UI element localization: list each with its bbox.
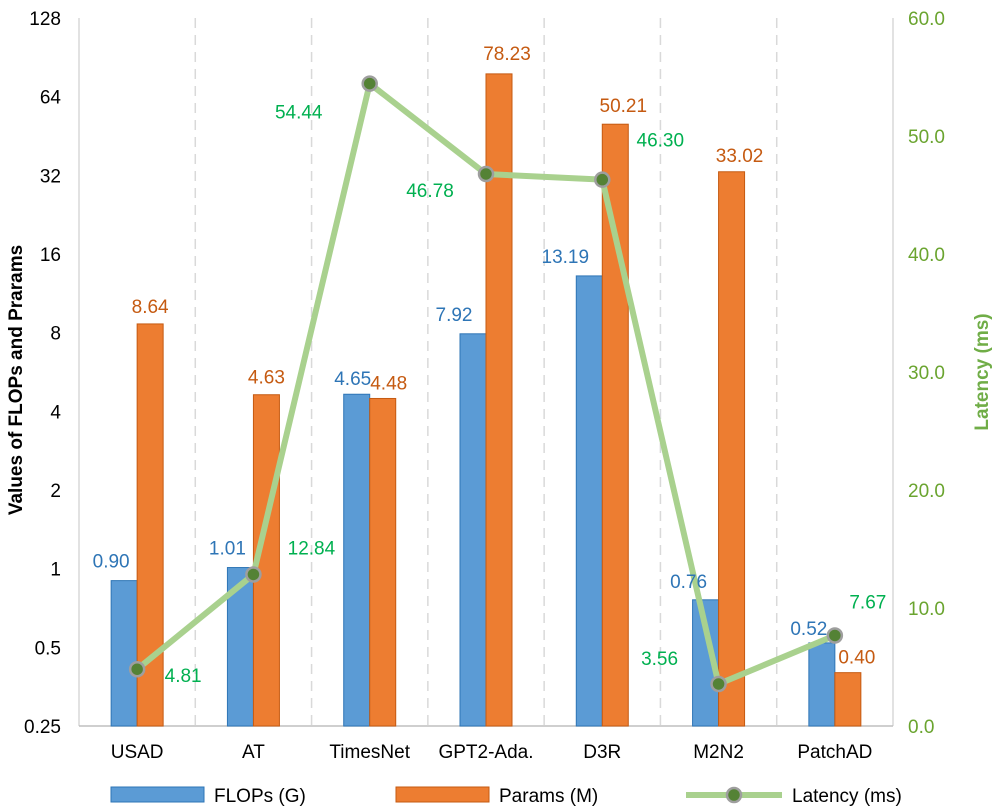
- bar-params: [485, 73, 513, 727]
- bar-flops: [808, 642, 836, 727]
- x-tick-label: USAD: [111, 742, 164, 763]
- data-label-params: 4.63: [248, 368, 285, 389]
- y-right-tick-label: 20.0: [908, 481, 945, 502]
- bar-flops: [343, 393, 371, 727]
- latency-marker: [594, 171, 611, 188]
- y-right-tick-label: 0.0: [908, 717, 934, 738]
- data-label-params: 8.64: [132, 297, 169, 318]
- legend-marker-latency: [725, 786, 743, 804]
- data-label-params: 33.02: [716, 146, 764, 167]
- y-left-tick-label: 2: [50, 481, 61, 502]
- data-label-flops: 7.92: [436, 305, 473, 326]
- data-label-flops: 0.52: [790, 619, 827, 640]
- y-left-tick-label: 8: [50, 324, 61, 345]
- y-left-tick-label: 32: [40, 166, 61, 187]
- latency-marker: [245, 566, 262, 583]
- latency-marker: [361, 75, 378, 92]
- data-label-flops: 0.90: [93, 552, 130, 573]
- data-label-latency: 54.44: [275, 103, 323, 124]
- latency-marker: [128, 660, 146, 678]
- legend-swatch-flops: [110, 786, 205, 803]
- y-left-tick-label: 128: [29, 9, 61, 30]
- grid-layer: [78, 18, 894, 726]
- bar-params: [718, 171, 746, 727]
- bar-params: [369, 397, 397, 727]
- bar-layer: [110, 73, 862, 727]
- data-label-latency: 7.67: [849, 592, 886, 613]
- data-label-flops: 4.65: [334, 369, 371, 390]
- data-label-latency: 46.30: [637, 131, 685, 152]
- y-left-tick-label: 64: [40, 88, 62, 109]
- data-label-flops: 13.19: [542, 247, 590, 268]
- bar-params: [601, 123, 629, 727]
- bar-flops: [110, 580, 138, 727]
- y-left-tick-label: 0.25: [24, 717, 61, 738]
- data-label-latency: 3.56: [641, 649, 678, 670]
- latency-marker: [477, 165, 495, 183]
- x-tick-label: TimesNet: [329, 742, 410, 763]
- axis-layer: 0.25 0.5 1 2 4 8 16 32 64 128 0.0 10.0 20.0 30.0 40.0 5…: [24, 9, 945, 763]
- data-label-flops: 1.01: [209, 539, 246, 560]
- data-label-flops: 0.76: [670, 572, 707, 593]
- y-right-tick-label: 40.0: [908, 245, 945, 266]
- x-tick-label: PatchAD: [797, 742, 872, 763]
- line-layer: [128, 75, 844, 693]
- legend-label-latency: Latency (ms): [792, 786, 902, 807]
- data-label-params: 4.48: [370, 373, 407, 394]
- x-tick-label: D3R: [583, 742, 621, 763]
- x-tick-label: M2N2: [693, 742, 744, 763]
- y-right-tick-label: 30.0: [908, 363, 945, 384]
- bar-flops: [459, 333, 487, 727]
- legend-swatch-params: [395, 786, 490, 803]
- data-label-latency: 4.81: [165, 666, 202, 687]
- bar-params: [834, 672, 862, 727]
- x-tick-label: AT: [242, 742, 265, 763]
- y-axis-right-title: Latency (ms): [972, 313, 993, 430]
- data-label-params: 78.23: [483, 44, 531, 65]
- data-label-params: 50.21: [600, 96, 648, 117]
- x-tick-label: GPT2-Ada.: [438, 742, 533, 763]
- y-right-tick-label: 50.0: [908, 127, 945, 148]
- data-label-params: 0.40: [838, 648, 875, 669]
- latency-marker: [710, 675, 727, 693]
- y-left-tick-label: 0.5: [35, 638, 61, 659]
- data-label-latency: 46.78: [406, 181, 454, 202]
- y-right-tick-label: 10.0: [908, 599, 945, 620]
- y-left-tick-label: 16: [40, 245, 61, 266]
- bar-flops: [575, 275, 603, 727]
- y-left-tick-label: 4: [50, 402, 61, 423]
- latency-marker: [826, 627, 844, 644]
- label-layer: 0.90 1.01 4.65 7.92 13.19 0.76 0.52 8.64 4.63 4.4…: [93, 44, 887, 687]
- y-left-tick-label: 1: [50, 560, 61, 581]
- y-axis-left-title: Values of FLOPs and Prarams: [6, 245, 27, 515]
- y-right-tick-label: 60.0: [908, 9, 945, 30]
- legend-label-flops: FLOPs (G): [214, 786, 306, 807]
- data-label-latency: 12.84: [288, 538, 336, 559]
- legend: FLOPs (G) Params (M) Latency (ms): [110, 786, 902, 807]
- legend-label-params: Params (M): [499, 786, 598, 807]
